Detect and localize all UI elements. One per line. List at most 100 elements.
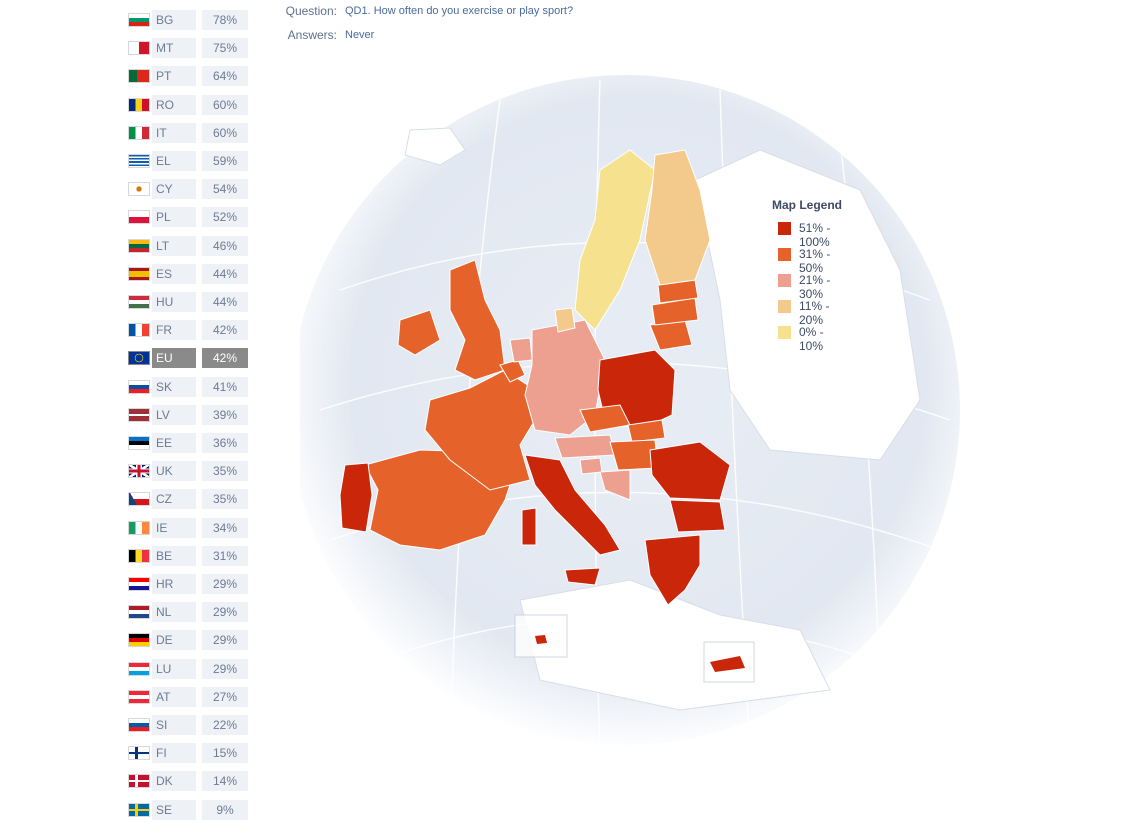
country-value-lu: 29%: [202, 658, 248, 679]
flag-de-icon: [128, 633, 150, 648]
country-row-lu[interactable]: LU 29%: [128, 658, 248, 679]
country-row-at[interactable]: AT 27%: [128, 686, 248, 707]
country-code-ro: RO: [152, 94, 196, 115]
country-row-nl[interactable]: NL 29%: [128, 602, 248, 623]
country-row-bg[interactable]: BG 78%: [128, 10, 248, 30]
legend-swatch: [778, 274, 791, 287]
country-row-it[interactable]: IT 60%: [128, 122, 248, 143]
country-row-es[interactable]: ES 44%: [128, 263, 248, 284]
country-value-at: 27%: [202, 686, 248, 707]
legend-swatch: [778, 300, 791, 313]
country-value-be: 31%: [202, 545, 248, 566]
region-it-sicily: [564, 567, 601, 586]
legend-label: 21% - 30%: [799, 273, 831, 301]
country-value-it: 60%: [202, 122, 248, 143]
country-code-bg: BG: [152, 10, 196, 30]
country-value-de: 29%: [202, 630, 248, 651]
legend-swatch: [778, 222, 791, 235]
country-value-es: 44%: [202, 263, 248, 284]
flag-be-icon: [128, 548, 150, 563]
country-value-pt: 64%: [202, 66, 248, 87]
legend-item: 51% - 100%: [772, 220, 842, 249]
flag-se-icon: [128, 802, 150, 817]
country-code-uk: UK: [152, 461, 196, 482]
country-value-ro: 60%: [202, 94, 248, 115]
country-value-ee: 36%: [202, 433, 248, 453]
legend-item: 11% - 20%: [772, 298, 842, 327]
country-row-hr[interactable]: HR 29%: [128, 574, 248, 594]
country-row-pl[interactable]: PL 52%: [128, 207, 248, 228]
country-value-hu: 44%: [202, 292, 248, 312]
region-se: [574, 149, 656, 331]
flag-uk-icon: [128, 464, 150, 479]
country-row-lv[interactable]: LV 39%: [128, 404, 248, 425]
country-row-cz[interactable]: CZ 35%: [128, 489, 248, 510]
region-nl: [509, 337, 533, 363]
region-at: [554, 434, 616, 459]
region-ro: [649, 441, 731, 501]
region-sk: [627, 419, 666, 443]
flag-ro-icon: [128, 97, 150, 112]
country-row-uk[interactable]: UK 35%: [128, 461, 248, 482]
flag-hu-icon: [128, 295, 150, 309]
country-value-el: 59%: [202, 151, 248, 171]
region-it-sardinia: [521, 507, 537, 546]
region-uk: [449, 259, 506, 381]
country-code-eu: EU: [152, 348, 196, 369]
legend-item: 21% - 30%: [772, 272, 842, 301]
country-code-mt: MT: [152, 38, 196, 59]
flag-it-icon: [128, 125, 150, 140]
flag-dk-icon: [128, 774, 150, 789]
eu-countries: [339, 149, 746, 673]
country-row-se[interactable]: SE 9%: [128, 799, 248, 820]
flag-si-icon: [128, 718, 150, 732]
country-row-lt[interactable]: LT 46%: [128, 235, 248, 256]
country-row-fr[interactable]: FR 42%: [128, 320, 248, 341]
country-code-fi: FI: [152, 743, 196, 764]
country-code-nl: NL: [152, 602, 196, 623]
flag-lu-icon: [128, 661, 150, 676]
country-value-uk: 35%: [202, 461, 248, 482]
country-row-ro[interactable]: RO 60%: [128, 94, 248, 115]
country-row-cy[interactable]: CY 54%: [128, 179, 248, 200]
country-code-ie: IE: [152, 517, 196, 538]
country-row-ee[interactable]: EE 36%: [128, 433, 248, 453]
region-be: [499, 359, 526, 383]
legend-label: 0% - 10%: [799, 325, 824, 353]
country-row-fi[interactable]: FI 15%: [128, 743, 248, 764]
flag-nl-icon: [128, 605, 150, 620]
flag-fr-icon: [128, 323, 150, 338]
country-value-dk: 14%: [202, 771, 248, 792]
flag-hr-icon: [128, 577, 150, 591]
flag-sk-icon: [128, 379, 150, 394]
legend-swatch: [778, 248, 791, 261]
country-row-be[interactable]: BE 31%: [128, 545, 248, 566]
country-value-fi: 15%: [202, 743, 248, 764]
country-code-cy: CY: [152, 179, 196, 200]
country-code-sk: SK: [152, 376, 196, 397]
country-row-pt[interactable]: PT 64%: [128, 66, 248, 87]
country-row-mt[interactable]: MT 75%: [128, 38, 248, 59]
region-el: [644, 534, 701, 606]
country-code-pt: PT: [152, 66, 196, 87]
country-value-ie: 34%: [202, 517, 248, 538]
flag-pl-icon: [128, 210, 150, 225]
country-code-it: IT: [152, 122, 196, 143]
country-code-hr: HR: [152, 574, 196, 594]
country-row-de[interactable]: DE 29%: [128, 630, 248, 651]
country-row-ie[interactable]: IE 34%: [128, 517, 248, 538]
country-row-el[interactable]: EL 59%: [128, 151, 248, 171]
flag-cy-icon: [128, 182, 150, 197]
country-row-si[interactable]: SI 22%: [128, 715, 248, 735]
country-row-sk[interactable]: SK 41%: [128, 376, 248, 397]
country-code-si: SI: [152, 715, 196, 735]
country-code-ee: EE: [152, 433, 196, 453]
flag-el-icon: [128, 154, 150, 168]
country-row-eu[interactable]: EU 42%: [128, 348, 248, 369]
flag-es-icon: [128, 266, 150, 281]
country-value-mt: 75%: [202, 38, 248, 59]
country-row-dk[interactable]: DK 14%: [128, 771, 248, 792]
country-row-hu[interactable]: HU 44%: [128, 292, 248, 312]
region-it: [524, 454, 621, 556]
country-code-dk: DK: [152, 771, 196, 792]
